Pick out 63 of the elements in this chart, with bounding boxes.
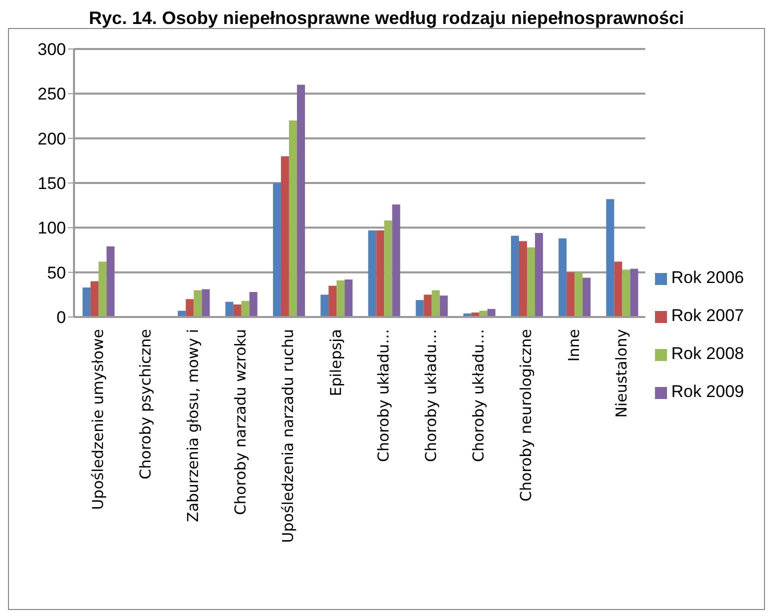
x-tick-label: Choroby układu… xyxy=(470,329,488,462)
legend-label: Rok 2008 xyxy=(671,344,744,363)
bar xyxy=(249,292,258,317)
bar xyxy=(194,290,202,317)
y-tick-label: 200 xyxy=(38,129,66,148)
bar xyxy=(566,272,575,317)
bar xyxy=(186,299,194,317)
y-tick-label: 250 xyxy=(38,84,66,104)
bar xyxy=(98,262,107,317)
y-tick-label: 150 xyxy=(38,174,66,194)
x-tick-label: Choroby neurologiczne xyxy=(517,329,536,502)
bar xyxy=(614,262,622,317)
bar xyxy=(320,294,329,317)
x-tick-label: Epilepsja xyxy=(326,329,345,396)
bar xyxy=(280,156,289,317)
bar xyxy=(440,296,448,317)
y-tick-label: 100 xyxy=(38,218,66,238)
bar xyxy=(510,236,519,317)
bar xyxy=(518,241,527,317)
x-tick-label: Choroby układu… xyxy=(422,329,440,462)
bar xyxy=(82,288,91,317)
bar xyxy=(622,270,630,317)
bar xyxy=(630,268,638,317)
bar xyxy=(582,278,591,317)
bar xyxy=(106,246,115,317)
bar xyxy=(336,280,345,317)
bar xyxy=(606,199,614,317)
bar xyxy=(534,233,543,317)
bar xyxy=(432,290,440,317)
x-tick-label: Upośledzenia narzadu ruchu xyxy=(279,329,298,543)
legend-label: Rok 2006 xyxy=(671,268,744,287)
x-tick-label: Zaburzenia głosu, mowy i xyxy=(184,329,202,522)
bar xyxy=(344,279,353,317)
bar xyxy=(202,289,210,317)
bar xyxy=(368,230,376,317)
y-tick-label: 300 xyxy=(38,40,66,60)
bar xyxy=(241,300,250,317)
bar xyxy=(90,281,99,317)
bar xyxy=(296,84,305,317)
bar xyxy=(558,238,567,317)
x-tick-label: Upośledzenie umysłowe xyxy=(88,329,107,510)
y-tick-label: 50 xyxy=(47,263,66,282)
chart-title: Ryc. 14. Osoby niepełnosprawne według rodzaju niepełnosprawności xyxy=(88,8,686,28)
x-tick-label: Inne xyxy=(564,329,583,362)
bar xyxy=(416,300,424,317)
bar xyxy=(288,120,297,317)
bar xyxy=(328,286,337,317)
y-tick-label: 0 xyxy=(56,308,66,328)
x-tick-label: Choroby psychiczne xyxy=(136,329,154,480)
bar xyxy=(376,230,384,317)
bar xyxy=(225,302,234,317)
bar xyxy=(272,183,281,317)
bar xyxy=(424,294,432,317)
bar xyxy=(526,247,535,317)
legend-label: Rok 2009 xyxy=(671,382,744,401)
bar xyxy=(384,220,392,317)
x-tick-label: Choroby układu… xyxy=(374,329,392,462)
bar xyxy=(233,304,242,317)
legend-label: Rok 2007 xyxy=(671,306,744,325)
bar xyxy=(392,204,400,317)
x-tick-label: Choroby narzadu wzroku xyxy=(232,329,250,515)
x-tick-label: Nieustalony xyxy=(612,328,630,418)
bar xyxy=(574,272,583,317)
